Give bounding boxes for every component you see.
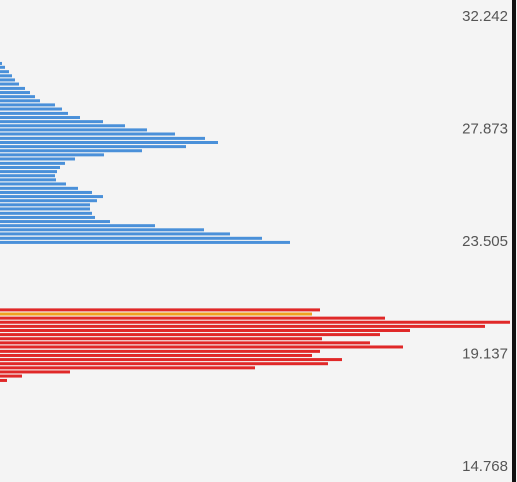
bar-above-36: [0, 211, 92, 215]
bar-above-29: [0, 182, 66, 186]
bar-above-22: [0, 153, 104, 157]
y-tick-label-0: 32.242: [462, 8, 508, 25]
bar-above-1: [0, 65, 5, 69]
bar-below-7: [0, 341, 370, 345]
bar-above-39: [0, 224, 155, 228]
bar-above-27: [0, 174, 55, 178]
bar-above-4: [0, 78, 15, 82]
bar-above-0: [0, 61, 2, 65]
bar-below-9: [0, 349, 320, 353]
y-axis-ticks: 32.242 27.873 23.505 19.137 14.768: [462, 8, 508, 475]
bar-above-32: [0, 195, 103, 199]
bar-above-2: [0, 70, 9, 74]
bar-above-8: [0, 95, 35, 99]
bar-above-20: [0, 145, 186, 149]
bar-above-40: [0, 228, 204, 232]
bar-above-35: [0, 207, 90, 211]
bar-below-12: [0, 362, 328, 366]
bar-above-10: [0, 103, 55, 107]
bar-above-33: [0, 199, 97, 203]
bar-above-28: [0, 178, 56, 182]
y-tick-label-4: 14.768: [462, 458, 508, 475]
bars-group: [0, 61, 510, 382]
bar-below-16: [0, 378, 7, 382]
bar-above-13: [0, 116, 80, 120]
y-tick-label-1: 27.873: [462, 121, 508, 138]
bar-above-31: [0, 190, 92, 194]
bar-above-18: [0, 136, 205, 140]
y-tick-label-3: 19.137: [462, 345, 508, 362]
bar-above-16: [0, 128, 147, 132]
bar-above-37: [0, 215, 95, 219]
bar-above-41: [0, 232, 230, 236]
bar-above-14: [0, 120, 103, 124]
bar-above-34: [0, 203, 90, 207]
bar-below-4: [0, 328, 410, 332]
bar-below-5: [0, 333, 380, 337]
bar-above-7: [0, 91, 30, 95]
bar-above-11: [0, 107, 62, 111]
bar-below-15: [0, 374, 22, 378]
bar-below-0: [0, 308, 320, 312]
bar-above-12: [0, 111, 68, 115]
bar-above-24: [0, 161, 65, 165]
bar-below-13: [0, 366, 255, 370]
bar-below-10: [0, 353, 312, 357]
bar-below-6: [0, 337, 322, 341]
bar-current-0: [0, 312, 312, 316]
bar-above-38: [0, 220, 110, 224]
bar-below-14: [0, 370, 70, 374]
y-tick-label-2: 23.505: [462, 233, 508, 250]
bar-above-3: [0, 74, 12, 78]
bar-above-26: [0, 170, 57, 174]
bar-above-21: [0, 149, 142, 153]
bar-below-8: [0, 345, 403, 349]
bar-above-15: [0, 124, 125, 128]
bar-above-5: [0, 82, 19, 86]
bar-above-6: [0, 86, 25, 90]
bar-above-19: [0, 141, 218, 144]
bar-below-1: [0, 316, 385, 320]
bar-above-25: [0, 165, 60, 169]
bar-above-30: [0, 186, 78, 190]
bar-above-43: [0, 240, 290, 244]
bar-below-11: [0, 358, 342, 362]
bar-above-17: [0, 132, 175, 136]
bar-above-9: [0, 99, 40, 103]
bar-above-23: [0, 157, 75, 161]
bar-below-2: [0, 320, 510, 324]
bar-above-42: [0, 236, 262, 240]
bar-below-3: [0, 324, 485, 328]
